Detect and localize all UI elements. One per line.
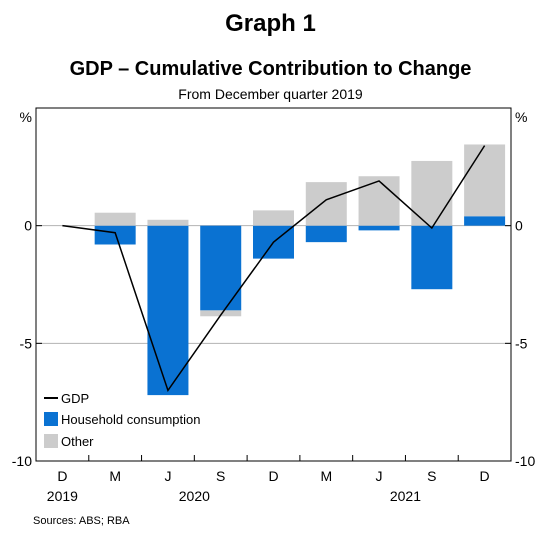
ylabel-right: % <box>515 109 527 125</box>
legend-household-label: Household consumption <box>61 412 200 427</box>
source-note: Sources: ABS; RBA <box>33 515 130 527</box>
bar-other <box>358 176 400 226</box>
xtick-label: D <box>480 468 490 484</box>
ytick-label-right: -10 <box>515 453 535 469</box>
xtick-label: J <box>376 468 383 484</box>
bar-household <box>358 225 400 231</box>
legend-household-swatch <box>44 412 58 426</box>
xtick-label: D <box>268 468 278 484</box>
bar-household <box>147 225 189 396</box>
legend-gdp-label: GDP <box>61 391 89 406</box>
chart-subtitle: From December quarter 2019 <box>178 86 363 102</box>
bar-household <box>200 225 242 311</box>
year-label: 2021 <box>390 488 421 504</box>
plot-frame <box>35 107 512 462</box>
bar-other <box>94 212 136 226</box>
bar-other <box>305 182 347 226</box>
xtick-label: S <box>427 468 436 484</box>
gdp-line <box>62 145 486 393</box>
bar-other <box>253 210 294 226</box>
graph-label: Graph 1 <box>225 10 316 37</box>
bar-household <box>464 216 506 226</box>
bar-other <box>464 144 506 217</box>
ylabel-left: % <box>20 109 32 125</box>
legend-other-label: Other <box>61 434 94 449</box>
xtick-label: M <box>109 468 121 484</box>
legend-other-swatch <box>44 434 58 448</box>
xtick-label: D <box>57 468 67 484</box>
ytick-label-left: -10 <box>12 453 32 469</box>
bar-other <box>147 219 189 226</box>
bar-other <box>200 310 242 317</box>
ytick-label-left: -5 <box>20 335 33 351</box>
bar-household <box>411 225 453 290</box>
ytick-label-left: 0 <box>24 218 32 234</box>
ytick-label-right: 0 <box>515 218 523 234</box>
chart-title: GDP – Cumulative Contribution to Change <box>69 58 472 80</box>
year-label: 2019 <box>47 488 78 504</box>
bar-household <box>305 225 347 243</box>
xtick-label: M <box>320 468 332 484</box>
ytick-label-right: -5 <box>515 335 528 351</box>
xtick-label: J <box>164 468 171 484</box>
xtick-label: S <box>216 468 225 484</box>
year-label: 2020 <box>179 488 210 504</box>
